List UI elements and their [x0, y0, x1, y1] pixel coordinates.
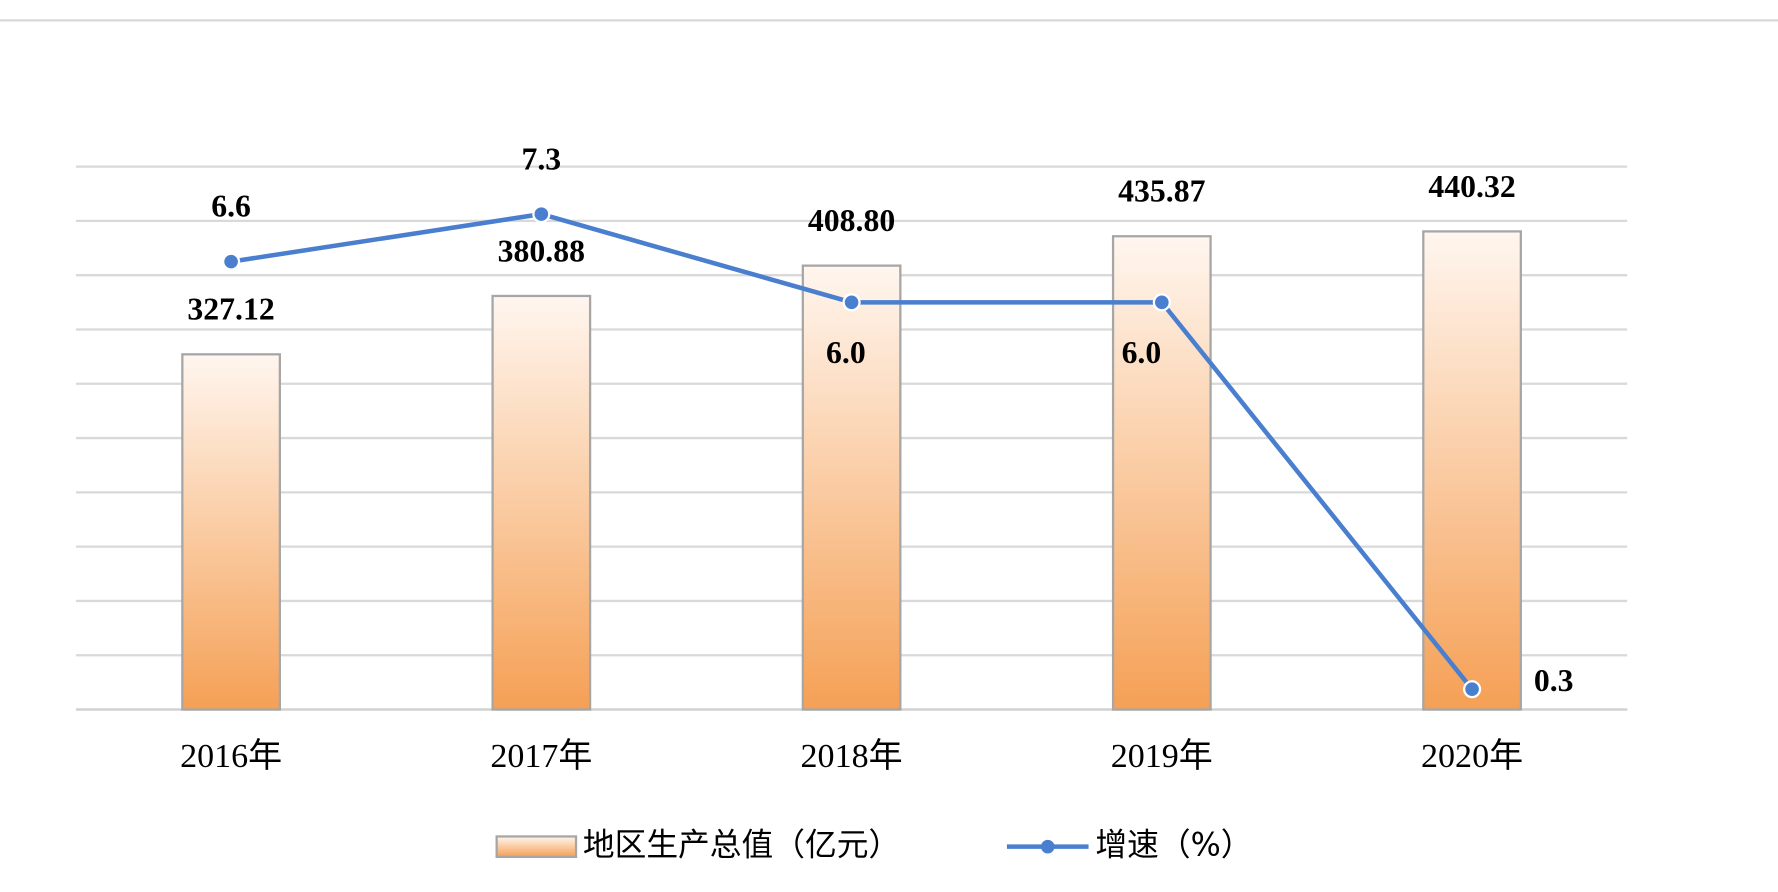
legend-label: 增速（%）	[1095, 828, 1252, 864]
line-point	[222, 252, 241, 271]
bar-value-label: 327.12	[187, 292, 274, 327]
bar-value-label: 408.80	[808, 203, 895, 238]
bar	[1111, 235, 1212, 711]
x-tick-label: 2019年	[1111, 737, 1213, 775]
line-value-label: 6.6	[211, 189, 251, 224]
line-point	[1462, 680, 1482, 699]
x-tick-label: 2017年	[490, 737, 592, 775]
line-value-label: 7.3	[521, 141, 561, 176]
line-point	[1152, 293, 1171, 312]
bar-value-label: 380.88	[498, 233, 585, 268]
bar	[181, 353, 281, 711]
line-value-label: 6.0	[1122, 335, 1162, 370]
bar	[1422, 230, 1522, 711]
x-tick-label: 2020年	[1421, 737, 1523, 775]
legend-marker	[1040, 839, 1055, 854]
x-tick-label: 2016年	[180, 737, 282, 775]
legend-label: 地区生产总值（亿元）	[583, 828, 900, 864]
line-value-label: 0.3	[1534, 663, 1574, 698]
line-point	[842, 293, 861, 312]
legend-swatch	[495, 835, 578, 858]
bar-value-label: 440.32	[1428, 169, 1515, 204]
bar-value-label: 435.87	[1118, 174, 1205, 209]
bar	[801, 264, 902, 711]
x-tick-label: 2018年	[801, 737, 903, 775]
bar	[491, 294, 592, 711]
line-value-label: 6.0	[826, 335, 866, 370]
line-point	[532, 205, 551, 224]
